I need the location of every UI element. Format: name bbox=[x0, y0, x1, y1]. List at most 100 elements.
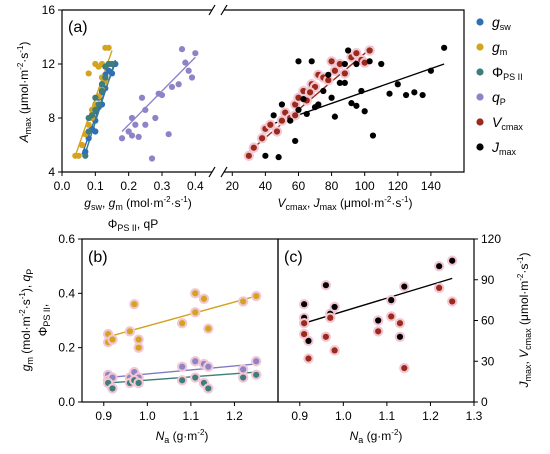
point-gm bbox=[192, 290, 199, 297]
point-jmax bbox=[320, 87, 327, 95]
x-tick-label: 1.3 bbox=[466, 409, 483, 423]
point-qp bbox=[148, 155, 156, 162]
panel-b-y-label-2: ΦPS II, bbox=[36, 304, 52, 336]
x-tick-label: 1.1 bbox=[183, 409, 200, 423]
y-tick-label: 12 bbox=[42, 57, 56, 71]
x-tick-label: 140 bbox=[421, 179, 441, 193]
panel-a-y-ticks: 4 8 12 16 bbox=[42, 3, 62, 179]
point-qp bbox=[179, 363, 186, 370]
panel-b-y-ticks: 0.0 0.2 0.4 0.6 bbox=[58, 232, 82, 409]
legend-label-gm: gm bbox=[492, 39, 507, 57]
x-tick-label: 100 bbox=[355, 179, 375, 193]
point-gsw bbox=[108, 70, 116, 77]
legend-label-vcmax: Vcmax bbox=[492, 114, 523, 132]
legend: gsw gm ΦPS II qP Vcmax Jmax bbox=[476, 14, 523, 157]
point-phips bbox=[109, 385, 116, 392]
legend-marker-gsw bbox=[476, 18, 484, 26]
point-vcmax bbox=[341, 70, 348, 77]
point-vcmax bbox=[375, 328, 382, 335]
x-tick-label: 20 bbox=[226, 179, 240, 193]
point-jmax bbox=[331, 303, 338, 311]
point-gm bbox=[192, 309, 199, 316]
point-gsw bbox=[92, 128, 99, 135]
point-jmax bbox=[402, 91, 410, 99]
point-jmax bbox=[325, 71, 332, 78]
point-phips bbox=[102, 74, 109, 81]
x-tick-label: 0.9 bbox=[291, 409, 308, 423]
point-phips bbox=[98, 81, 106, 88]
point-qp bbox=[142, 121, 149, 128]
point-vcmax bbox=[322, 333, 330, 340]
point-jmax bbox=[401, 283, 408, 290]
point-jmax bbox=[315, 101, 322, 108]
point-vcmax bbox=[331, 347, 338, 354]
point-jmax bbox=[301, 301, 308, 308]
point-phips bbox=[179, 377, 186, 384]
point-vcmax bbox=[325, 77, 332, 84]
point-jmax bbox=[348, 100, 355, 107]
point-vcmax bbox=[301, 330, 308, 338]
point-phips bbox=[82, 152, 89, 159]
y-tick-label: 4 bbox=[48, 165, 55, 179]
point-phips bbox=[192, 374, 199, 381]
y-tick-label: 8 bbox=[48, 111, 55, 125]
point-jmax bbox=[436, 263, 443, 270]
point-jmax bbox=[295, 106, 302, 113]
panel-a-x-label-left: gsw, gm (mol·m-2·s-1) bbox=[84, 195, 191, 212]
point-vcmax bbox=[396, 320, 404, 327]
y-tick-label: 0.4 bbox=[58, 286, 75, 300]
panel-b: (b) 0.0 0.2 0.4 0.6 0.9 1.0 1.1 1.2 gm (mol·m-… bbox=[18, 232, 279, 445]
x-tick-label: 1.0 bbox=[139, 409, 156, 423]
panel-label-b: (b) bbox=[88, 249, 108, 266]
panel-c-x-label: Na (g·m-2) bbox=[350, 428, 403, 445]
point-vcmax bbox=[353, 50, 360, 57]
point-qp bbox=[132, 121, 139, 128]
point-phips bbox=[240, 374, 247, 381]
point-jmax bbox=[441, 44, 448, 51]
legend-marker-jmax bbox=[476, 143, 484, 151]
point-gm bbox=[135, 336, 142, 343]
legend-marker-qp bbox=[476, 93, 484, 101]
point-jmax bbox=[394, 81, 401, 88]
point-gm bbox=[179, 320, 186, 327]
point-jmax bbox=[449, 257, 456, 264]
point-gm bbox=[205, 325, 212, 332]
point-gm bbox=[109, 336, 116, 343]
point-phips bbox=[98, 87, 106, 95]
point-vcmax bbox=[388, 313, 395, 320]
point-jmax bbox=[396, 333, 404, 340]
x-tick-label: 0.0 bbox=[54, 179, 71, 193]
point-jmax bbox=[305, 337, 312, 344]
x-tick-label: 1.2 bbox=[422, 409, 439, 423]
point-gm bbox=[85, 121, 92, 128]
point-vcmax bbox=[258, 135, 266, 142]
point-gm bbox=[95, 63, 102, 70]
panel-b-points bbox=[102, 288, 262, 394]
x-tick-label: 80 bbox=[325, 179, 339, 193]
panel-label-a: (a) bbox=[68, 19, 88, 36]
panel-label-c: (c) bbox=[284, 249, 303, 266]
panel-a-x-label-right: Vcmax, Jmax (μmol·m-2·s-1) bbox=[277, 195, 412, 212]
point-gm bbox=[131, 301, 138, 308]
point-jmax bbox=[328, 94, 335, 101]
point-jmax bbox=[270, 112, 277, 119]
y-tick-label: 30 bbox=[481, 354, 495, 368]
y-tick-label: 0.0 bbox=[58, 395, 75, 409]
point-vcmax bbox=[361, 59, 368, 66]
point-vcmax bbox=[306, 89, 314, 96]
point-jmax bbox=[278, 101, 286, 108]
point-vcmax bbox=[336, 60, 343, 68]
point-jmax bbox=[287, 117, 294, 124]
point-jmax bbox=[336, 79, 343, 86]
y-tick-label: 60 bbox=[481, 314, 495, 328]
y-tick-label: 0.6 bbox=[58, 232, 75, 246]
x-tick-label: 1.2 bbox=[226, 409, 243, 423]
x-tick-label: 0.4 bbox=[187, 179, 204, 193]
x-tick-label: 0.1 bbox=[87, 179, 104, 193]
point-jmax bbox=[331, 113, 338, 120]
point-jmax bbox=[353, 102, 360, 109]
point-phips bbox=[92, 94, 99, 101]
point-vcmax bbox=[292, 101, 299, 108]
point-vcmax bbox=[301, 320, 308, 327]
point-qp bbox=[165, 131, 172, 138]
